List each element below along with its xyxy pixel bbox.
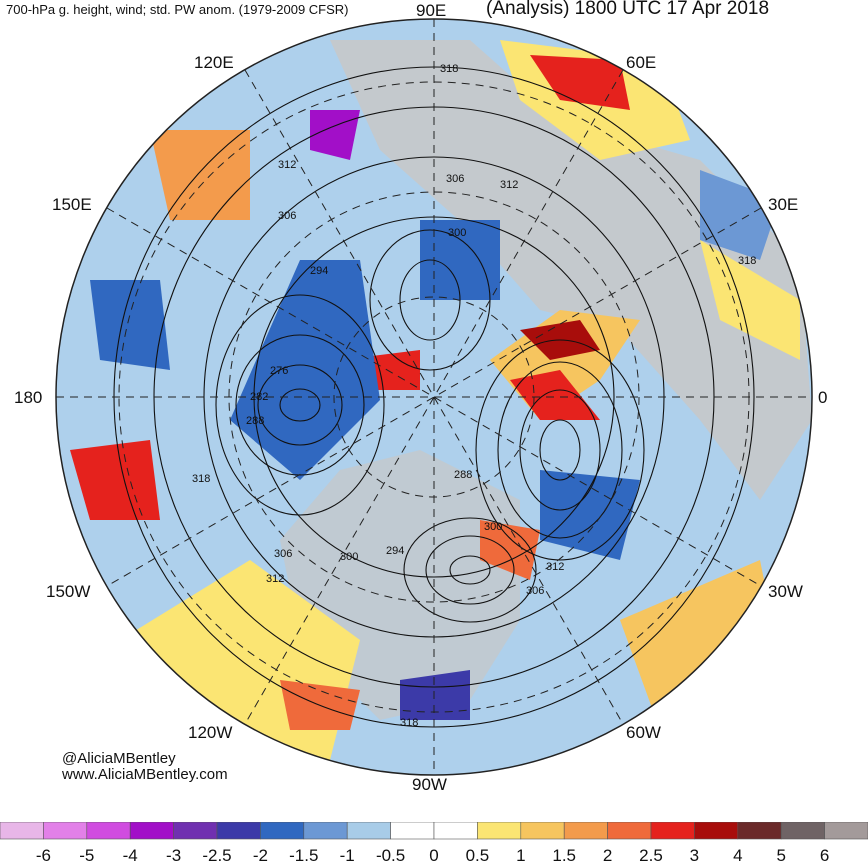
colorbar-swatch [824,822,868,840]
pw-positive [150,130,250,220]
colorbar-tick-label: -0.5 [376,846,405,865]
colorbar: -6 -5 -4 -3 -2.5 -2 -1.5 -1 -0.5 0 0.5 1 1.5 2 2.5 3 4 5 6 [0,822,868,865]
lon-label-60e: 60E [626,53,656,72]
contour-label: 312 [500,179,518,191]
pw-negative [230,260,380,480]
contour-label: 282 [250,391,268,403]
analysis-time-title: (Analysis) 1800 UTC 17 Apr 2018 [486,0,770,19]
contour-label: 294 [310,265,328,277]
colorbar-swatch [0,822,44,840]
colorbar-swatch [433,822,478,840]
contour-label: 318 [738,255,756,267]
contour-label: 288 [246,415,264,427]
colorbar-tick-label: -6 [36,846,51,865]
colorbar-swatch [390,822,435,840]
colorbar-tick-label: -1 [340,846,355,865]
contour-label: 288 [454,469,472,481]
colorbar-tick-label: 6 [820,846,829,865]
contour-label: 300 [484,521,502,533]
colorbar-swatches [0,822,868,840]
colorbar-tick-label: 5 [776,846,785,865]
pw-positive [510,370,600,420]
colorbar-swatch [346,822,391,840]
pw-negative [420,220,500,300]
colorbar-swatch [303,822,348,840]
lon-label-150w: 150W [46,582,90,601]
pw-positive [620,560,780,730]
colorbar-swatch [86,822,131,840]
pw-negative [90,280,170,370]
contour-label: 300 [340,551,358,563]
contour-label: 318 [440,63,458,75]
colorbar-tick-label: 1 [516,846,525,865]
author-website[interactable]: www.AliciaMBentley.com [62,766,228,783]
colorbar-tick-label: -2 [253,846,268,865]
contour-label: 300 [448,227,466,239]
colorbar-tick-label: -2.5 [202,846,231,865]
land-eurasia [330,40,812,500]
contour-label: 312 [546,561,564,573]
pw-negative [310,110,360,160]
lon-label-90w: 90W [412,775,447,794]
colorbar-tick-label: 1.5 [552,846,576,865]
lon-label-150e: 150E [52,195,92,214]
colorbar-swatch [737,822,782,840]
contour-label: 306 [278,210,296,222]
contour-label: 312 [266,573,284,585]
colorbar-swatch [780,822,825,840]
colorbar-swatch [216,822,261,840]
colorbar-swatch [694,822,739,840]
lon-label-60w: 60W [626,723,661,742]
contour-label: 306 [446,173,464,185]
pw-positive [480,520,540,580]
pw-positive [70,440,160,520]
colorbar-tick-label: 4 [733,846,742,865]
colorbar-tick-label: 2.5 [639,846,663,865]
colorbar-swatch [563,822,608,840]
graticule [56,19,812,775]
colorbar-tick-label: 2 [603,846,612,865]
lon-label-120w: 120W [188,723,232,742]
colorbar-ticks: -6 -5 -4 -3 -2.5 -2 -1.5 -1 -0.5 0 0.5 1 1.5 2 2.5 3 4 5 6 [36,846,829,865]
colorbar-tick-label: 0 [429,846,438,865]
contour-label: 318 [192,473,210,485]
colorbar-swatch [477,822,522,840]
pw-positive [700,240,800,360]
lon-label-0: 0 [818,388,827,407]
lon-label-90e: 90E [416,1,446,20]
map-title: 700-hPa g. height, wind; std. PW anom. (… [6,2,349,17]
contour-label: 306 [526,585,544,597]
colorbar-tick-label: 0.5 [466,846,490,865]
map-border [55,18,813,776]
lon-label-120e: 120E [194,53,234,72]
colorbar-tick-label: -1.5 [289,846,318,865]
contour-label: 294 [386,545,404,557]
colorbar-swatch [607,822,652,840]
lon-label-180: 180 [14,388,42,407]
map-field [56,19,812,775]
author-handle: @AliciaMBentley [62,750,176,767]
colorbar-swatch [650,822,695,840]
colorbar-tick-label: -3 [166,846,181,865]
contour-label: 312 [278,159,296,171]
lon-label-30w: 30W [768,582,803,601]
colorbar-swatch [129,822,174,840]
pw-positive [530,55,630,110]
contour-label: 306 [274,548,292,560]
colorbar-swatch [173,822,218,840]
lon-label-30e: 30E [768,195,798,214]
colorbar-tick-label: -5 [79,846,94,865]
colorbar-swatch [520,822,565,840]
colorbar-swatch [260,822,305,840]
polar-map: 90E 60E 30E 0 30W 60W 90W 120W 150W 180 … [14,1,827,794]
contour-label: 276 [270,365,288,377]
pw-negative [400,670,470,720]
colorbar-swatch [43,822,88,840]
contour-label: 318 [400,717,418,729]
colorbar-tick-label: -4 [123,846,138,865]
colorbar-tick-label: 3 [690,846,699,865]
